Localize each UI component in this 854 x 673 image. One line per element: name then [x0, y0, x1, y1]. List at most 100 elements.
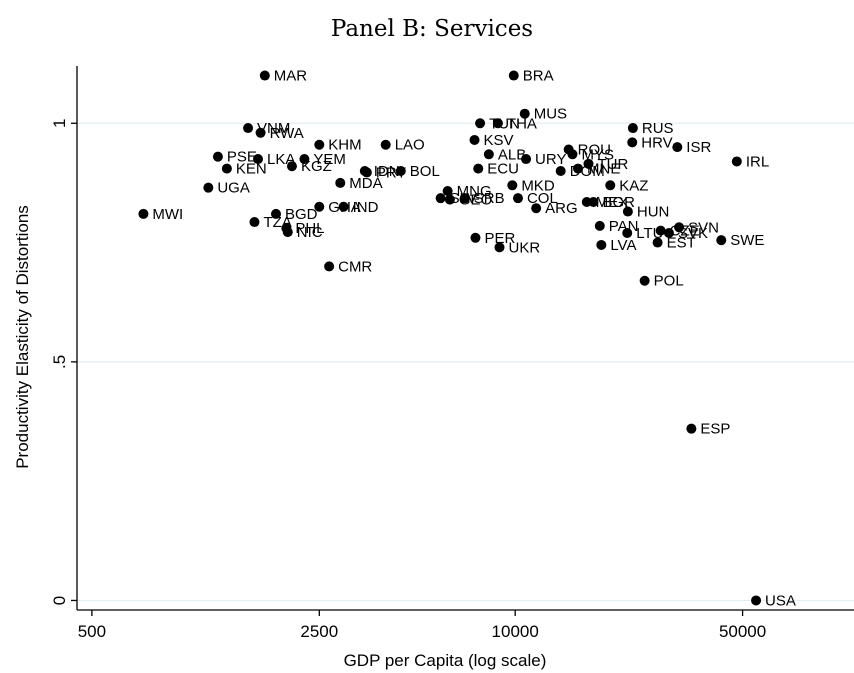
point-label: CMR — [338, 258, 372, 275]
axes — [76, 66, 854, 611]
point-label: COL — [527, 190, 558, 207]
point-label: IRL — [746, 153, 769, 170]
point-label: ISR — [686, 139, 711, 156]
point-marker — [622, 206, 633, 217]
point-marker — [507, 180, 518, 191]
point-marker — [259, 70, 270, 81]
point-label: MNE — [587, 161, 620, 178]
point-marker — [622, 228, 633, 239]
point-label: ARG — [545, 200, 578, 217]
point-label: ESP — [700, 421, 730, 438]
data-point-nic: NIC — [282, 224, 323, 241]
x-axis-ticks: 500 2500 10000 50000 — [78, 610, 766, 641]
point-label: BRA — [523, 68, 554, 85]
data-point-ksv: KSV — [469, 132, 514, 149]
gridlines — [77, 122, 854, 602]
point-label: NIC — [297, 224, 323, 241]
point-marker — [435, 193, 446, 204]
point-marker — [605, 180, 616, 191]
point-label: MEX — [596, 194, 629, 211]
point-label: MKD — [521, 177, 555, 194]
point-marker — [672, 142, 683, 153]
point-marker — [594, 220, 605, 231]
point-marker — [531, 203, 542, 214]
data-point-ukr: UKR — [494, 239, 540, 256]
point-marker — [324, 261, 335, 272]
point-marker — [627, 123, 638, 134]
data-point-rwa: RWA — [255, 125, 304, 142]
point-marker — [475, 118, 486, 129]
point-marker — [567, 149, 578, 160]
point-marker — [282, 227, 293, 238]
point-label: UGA — [217, 180, 250, 197]
point-marker — [444, 194, 455, 205]
data-point-lva: LVA — [596, 237, 636, 254]
point-label: KAZ — [619, 177, 648, 194]
data-point-esp: ESP — [686, 421, 730, 438]
point-marker — [335, 177, 346, 188]
point-marker — [221, 163, 232, 174]
point-label: LAO — [395, 137, 425, 154]
point-marker — [469, 134, 480, 145]
point-label: KHM — [328, 137, 361, 154]
point-label: MUS — [534, 106, 567, 123]
point-label: BGD — [285, 206, 318, 223]
data-point-ecu: ECU — [473, 161, 519, 178]
data-point-svk: SVK — [663, 225, 708, 242]
point-marker — [731, 156, 742, 167]
point-label: ECU — [487, 161, 519, 178]
data-point-est: EST — [652, 235, 696, 252]
point-marker — [519, 108, 530, 119]
data-point-slv: SLV — [435, 190, 477, 207]
chart-title: Panel B: Services — [331, 16, 533, 42]
point-label: IDN — [374, 163, 400, 180]
data-point-cmr: CMR — [324, 258, 372, 275]
point-label: EST — [667, 235, 696, 252]
point-marker — [459, 193, 470, 204]
point-label: SWE — [730, 232, 764, 249]
y-tick-label: .5 — [50, 355, 69, 369]
data-point-irl: IRL — [731, 153, 769, 170]
point-marker — [686, 423, 697, 434]
point-marker — [203, 182, 214, 193]
point-label: IND — [353, 199, 379, 216]
point-marker — [314, 139, 325, 150]
point-marker — [521, 154, 532, 165]
point-label: USA — [765, 592, 796, 609]
point-marker — [270, 208, 281, 219]
data-point-bra: BRA — [508, 68, 554, 85]
point-marker — [212, 151, 223, 162]
y-axis-ticks: 0.51 — [50, 119, 77, 605]
data-point-mar: MAR — [259, 68, 308, 85]
point-label: ROU — [578, 142, 611, 159]
point-label: SLV — [450, 190, 477, 207]
point-marker — [286, 161, 297, 172]
point-marker — [573, 163, 584, 174]
data-point-yem: YEM — [299, 151, 346, 168]
data-point-tur: TUR — [583, 156, 628, 173]
x-axis-label: GDP per Capita (log scale) — [344, 651, 547, 670]
point-marker — [652, 237, 663, 248]
x-tick-label: 2500 — [300, 622, 338, 641]
data-point-cze: CZE — [655, 223, 700, 240]
point-marker — [492, 118, 503, 129]
point-label: KEN — [236, 161, 267, 178]
data-point-hun: HUN — [622, 204, 669, 221]
point-label: ALB — [498, 146, 526, 163]
data-point-pol: POL — [639, 273, 684, 290]
x-tick-label: 50000 — [719, 622, 766, 641]
point-marker — [555, 165, 566, 176]
data-point-usa: USA — [751, 592, 796, 609]
point-marker — [252, 154, 263, 165]
data-point-mkd: MKD — [507, 177, 555, 194]
point-marker — [395, 165, 406, 176]
data-point-ind: IND — [338, 199, 379, 216]
data-point-col: COL — [512, 190, 558, 207]
point-label: MAR — [274, 68, 308, 85]
data-point-uga: UGA — [203, 180, 250, 197]
point-marker — [674, 222, 685, 233]
point-marker — [314, 201, 325, 212]
data-point-arg: ARG — [531, 200, 578, 217]
point-marker — [508, 70, 519, 81]
